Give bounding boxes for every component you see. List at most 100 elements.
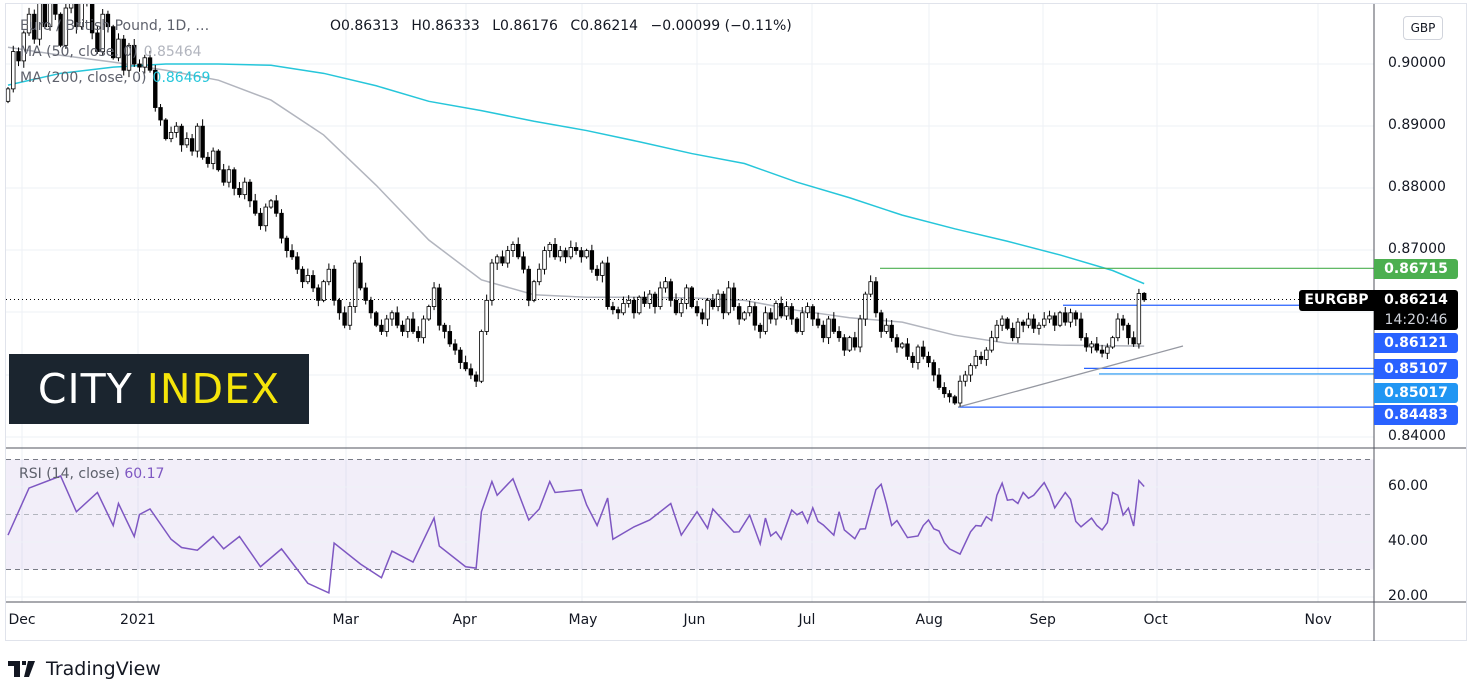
candle (826, 316, 831, 345)
candle (957, 375, 963, 407)
candle (368, 296, 374, 319)
candle-body (463, 362, 468, 370)
candle (894, 334, 900, 353)
candle (915, 344, 921, 370)
change-value: −0.00099 (−0.11%) (650, 18, 792, 34)
candle-body (1015, 321, 1021, 339)
candle-body (47, 4, 53, 28)
candle (989, 330, 994, 353)
ma50-value: 0.85464 (143, 44, 202, 60)
candle (479, 329, 484, 384)
candle-body (6, 88, 11, 102)
candle (1073, 310, 1078, 326)
candle-body (563, 250, 568, 258)
candle (221, 163, 226, 186)
ma200-line (7, 63, 1145, 285)
candle-body (847, 337, 852, 351)
candle (100, 9, 105, 56)
candle (32, 9, 37, 44)
candle (615, 306, 621, 320)
candle-body (168, 132, 174, 140)
candle (231, 167, 237, 196)
candle (600, 260, 605, 283)
candle-body (221, 169, 226, 183)
candle-body (337, 299, 342, 314)
candle (889, 320, 894, 342)
candle-body (999, 318, 1005, 326)
candle-body (531, 281, 537, 301)
candle-body (137, 63, 142, 68)
candle-body (458, 349, 463, 363)
candle (1015, 318, 1021, 343)
candle-body (205, 156, 211, 164)
date-tick-label: Aug (915, 612, 943, 628)
candle-body (153, 69, 158, 108)
candle (468, 363, 474, 380)
candle (247, 179, 253, 208)
candle (431, 282, 437, 311)
candle (836, 326, 842, 342)
candle (116, 33, 121, 62)
rsi-line (7, 475, 1145, 594)
candle-body (558, 250, 563, 258)
candle-body (21, 32, 26, 62)
candle (258, 208, 263, 230)
candle-body (852, 337, 858, 348)
currency-button[interactable]: GBP (1403, 16, 1443, 40)
candle (1120, 314, 1126, 331)
date-tick-label: Dec (8, 612, 36, 628)
candle-body (984, 349, 989, 360)
candle (679, 298, 684, 317)
candle-body (100, 13, 105, 52)
candle (452, 339, 458, 355)
candle (1042, 312, 1047, 328)
candle-body (952, 396, 957, 404)
candle-body (79, 4, 84, 28)
candle (642, 291, 647, 308)
candle-body (26, 13, 32, 34)
candle (337, 297, 342, 320)
candle (326, 263, 332, 286)
candle-body (384, 318, 389, 332)
candle-body (395, 312, 400, 326)
candle-body (910, 355, 915, 363)
candle (342, 306, 347, 329)
candle (999, 315, 1005, 332)
candle (205, 152, 211, 168)
candle (458, 347, 463, 369)
candle (284, 235, 289, 258)
candle-body (863, 293, 868, 320)
candle-body (600, 262, 605, 276)
candle (437, 283, 442, 331)
candle-body (663, 281, 668, 289)
candle (868, 275, 873, 298)
rsi-label: RSI (14, close) (19, 466, 120, 482)
candle (831, 312, 837, 334)
candle (931, 359, 936, 382)
candle (1057, 310, 1063, 328)
candle-body (884, 324, 889, 332)
candle (510, 241, 516, 257)
candle-body (95, 32, 100, 52)
candle (352, 260, 358, 313)
candle (852, 331, 858, 351)
candle-body (447, 331, 453, 345)
candle-body (621, 303, 626, 314)
low-value: L0.86176 (492, 18, 558, 34)
candle (400, 320, 405, 337)
candle (11, 45, 16, 93)
candle-body (158, 107, 163, 121)
close-value: C0.86214 (570, 18, 639, 34)
candle (95, 25, 100, 54)
candle-body (826, 318, 831, 339)
candle-body (873, 281, 879, 314)
candle-body (310, 275, 316, 289)
candle-body (957, 380, 963, 404)
candle (516, 237, 521, 260)
candle-body (331, 268, 337, 301)
candle (773, 300, 779, 326)
candle-body (647, 293, 652, 304)
candle (268, 198, 274, 209)
candle (637, 295, 642, 315)
